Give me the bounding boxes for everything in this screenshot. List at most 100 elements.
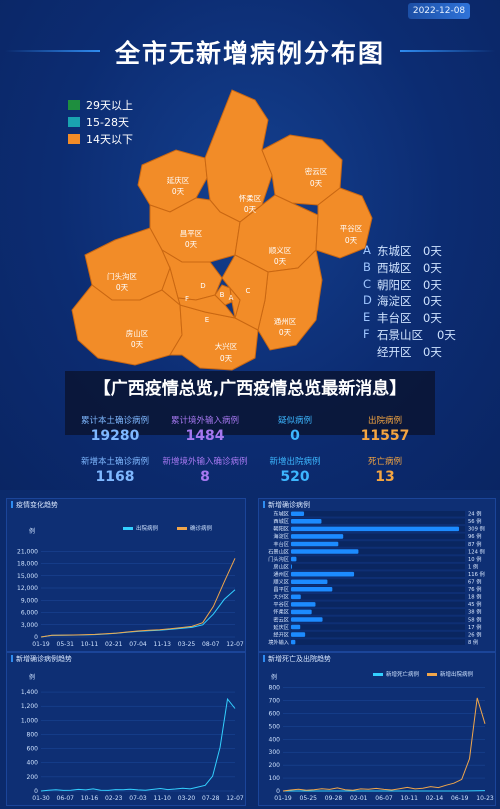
district-name: 经开区 bbox=[377, 344, 423, 361]
stat-value: 13 bbox=[340, 469, 430, 485]
y-tick-label: 600 bbox=[27, 746, 39, 753]
y-axis-unit: 例 bbox=[29, 673, 35, 681]
panel-title: 新增确诊病例趋势 bbox=[11, 654, 72, 664]
series-line bbox=[41, 699, 235, 791]
bar-category-label: 顺义区 bbox=[273, 579, 289, 586]
bar bbox=[291, 519, 321, 524]
bar-value-label: 58 例 bbox=[468, 615, 481, 623]
bar-track bbox=[291, 639, 465, 645]
x-tick-label: 02-14 bbox=[426, 795, 444, 802]
y-tick-label: 700 bbox=[269, 698, 281, 705]
map-label-shunyi: 顺义区 bbox=[269, 246, 292, 255]
bar-value-label: 8 例 bbox=[468, 638, 478, 646]
district-name: 朝阳区 bbox=[377, 277, 423, 294]
bar-value-label: 24 例 bbox=[468, 510, 481, 518]
x-tick-label: 10-11 bbox=[81, 641, 99, 648]
district-name: 海淀区 bbox=[377, 293, 423, 310]
y-tick-label: 21,000 bbox=[17, 548, 38, 555]
x-tick-label: 09-28 bbox=[325, 795, 343, 802]
x-tick-label: 05-31 bbox=[57, 641, 75, 648]
y-tick-label: 200 bbox=[27, 774, 39, 781]
y-tick-label: 400 bbox=[269, 736, 281, 743]
bar-category-label: 平谷区 bbox=[273, 600, 289, 608]
panel-title: 新增确诊病例 bbox=[263, 500, 310, 510]
map-label-pinggu: 平谷区 bbox=[340, 224, 363, 233]
bar-category-label: 朝阳区 bbox=[273, 525, 289, 533]
series-line bbox=[283, 698, 485, 791]
panel-title: 新增死亡及出院趋势 bbox=[263, 654, 331, 664]
y-tick-label: 1,000 bbox=[21, 717, 38, 724]
bar-category-label: 密云区 bbox=[273, 615, 289, 623]
map-label-huairou: 怀柔区 bbox=[239, 193, 262, 203]
stat-label: 出院病例 bbox=[340, 414, 430, 426]
x-tick-label: 07-28 bbox=[202, 795, 220, 802]
bar-category-label: 经开区 bbox=[273, 630, 289, 638]
bar-category-label: 海淀区 bbox=[273, 532, 289, 540]
bar bbox=[291, 595, 301, 600]
map-label-yanqing: 延庆区 bbox=[167, 175, 190, 185]
page-title: 全市无新增病例分布图 bbox=[0, 34, 500, 70]
bar-category-label: 昌平区 bbox=[273, 586, 289, 593]
y-tick-label: 12,000 bbox=[17, 585, 38, 592]
x-tick-label: 08-07 bbox=[202, 641, 220, 648]
bar bbox=[291, 534, 343, 539]
district-name: 西城区 bbox=[377, 260, 423, 277]
bar bbox=[291, 632, 305, 637]
x-tick-label: 12-07 bbox=[226, 795, 244, 802]
map-days-daxing: 0天 bbox=[220, 354, 233, 363]
bar-category-label: 境外输入 bbox=[268, 638, 289, 646]
legend-label: 确诊病例 bbox=[190, 524, 213, 532]
x-tick-label: 02-01 bbox=[350, 795, 368, 802]
stat-label: 新增境外输入确诊病例 bbox=[160, 455, 250, 467]
y-tick-label: 3,000 bbox=[21, 622, 38, 629]
bar bbox=[291, 557, 296, 562]
district-days: 0天 bbox=[423, 293, 442, 310]
y-tick-label: 400 bbox=[27, 760, 39, 767]
district-letter bbox=[363, 344, 377, 361]
x-tick-label: 02-21 bbox=[105, 641, 123, 648]
x-tick-label: 05-25 bbox=[300, 795, 318, 802]
panel-title: 疫情变化趋势 bbox=[11, 500, 58, 510]
bar-value-label: 17 例 bbox=[468, 623, 481, 631]
district-days: 0天 bbox=[423, 243, 442, 260]
bar bbox=[291, 579, 327, 584]
map-days-mentougou: 0天 bbox=[116, 283, 129, 292]
bar-category-label: 西城区 bbox=[273, 518, 289, 525]
bar-value-label: 116 例 bbox=[468, 570, 485, 578]
map-letter-e: E bbox=[205, 316, 209, 324]
bar-value-label: 87 例 bbox=[468, 540, 481, 548]
bar bbox=[291, 617, 323, 622]
y-tick-label: 100 bbox=[269, 775, 281, 782]
y-tick-label: 300 bbox=[269, 749, 281, 756]
x-tick-label: 01-19 bbox=[32, 641, 50, 648]
district-letter: C bbox=[363, 277, 377, 294]
y-tick-label: 6,000 bbox=[21, 610, 38, 617]
map-days-yanqing: 0天 bbox=[172, 187, 185, 196]
bar-value-label: 67 例 bbox=[468, 578, 481, 586]
bar-track bbox=[291, 632, 465, 638]
legend-label: 新增死亡病例 bbox=[386, 670, 420, 678]
y-tick-label: 500 bbox=[269, 723, 281, 730]
map-letter-b: B bbox=[220, 291, 225, 299]
y-tick-label: 200 bbox=[269, 762, 281, 769]
x-tick-label: 10-11 bbox=[401, 795, 419, 802]
stat-label: 累计本土确诊病例 bbox=[70, 414, 160, 426]
district-days: 0天 bbox=[423, 310, 442, 327]
bar-value-label: 309 例 bbox=[468, 525, 485, 533]
chart-trend: 例03,0006,0009,00012,00015,00018,00021,00… bbox=[7, 499, 245, 651]
date-badge: 2022-12-08 bbox=[408, 3, 470, 19]
map-days-tongzhou: 0天 bbox=[279, 328, 292, 337]
stat-value: 11557 bbox=[340, 428, 430, 444]
